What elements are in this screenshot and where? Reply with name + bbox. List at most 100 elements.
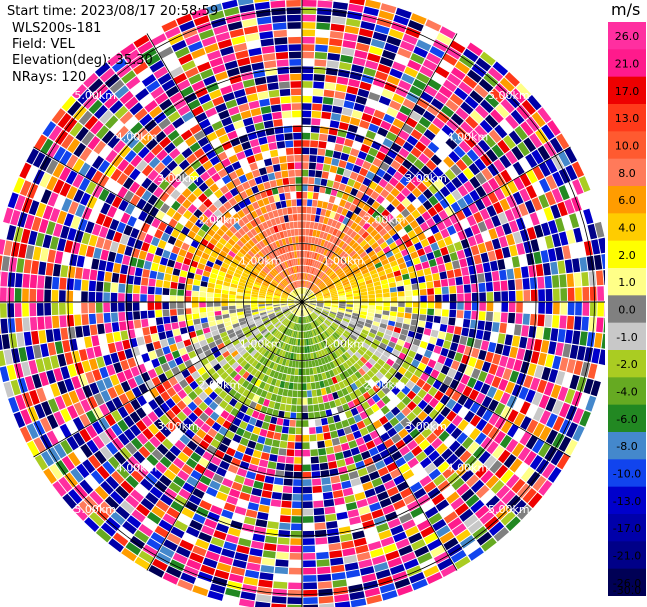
- velocity-gate: [193, 386, 204, 396]
- velocity-gate: [557, 386, 569, 402]
- velocity-gate: [200, 423, 211, 433]
- velocity-gate: [380, 279, 388, 285]
- velocity-gate: [394, 577, 411, 589]
- velocity-gate: [513, 267, 522, 279]
- velocity-gate: [232, 339, 240, 346]
- velocity-gate: [462, 275, 471, 285]
- velocity-gate: [321, 171, 329, 179]
- velocity-gate: [225, 354, 233, 363]
- velocity-gate: [377, 127, 389, 137]
- velocity-gate: [331, 437, 341, 446]
- velocity-gate: [351, 354, 359, 362]
- range-ring-label: 4.00km: [116, 131, 158, 144]
- velocity-gate: [73, 484, 88, 500]
- velocity-gate: [594, 332, 603, 349]
- velocity-gate: [552, 288, 560, 301]
- velocity-gate: [169, 295, 177, 302]
- velocity-gate: [538, 289, 546, 302]
- velocity-gate: [382, 246, 391, 254]
- velocity-gate: [467, 236, 477, 247]
- velocity-gate: [314, 328, 319, 336]
- velocity-gate: [316, 366, 321, 374]
- velocity-gate: [409, 325, 417, 332]
- velocity-gate: [85, 245, 95, 258]
- velocity-gate: [168, 463, 181, 475]
- velocity-gate: [339, 346, 347, 353]
- velocity-gate: [357, 150, 368, 160]
- velocity-gate: [322, 332, 328, 339]
- velocity-gate: [302, 383, 307, 390]
- velocity-gate: [419, 308, 427, 315]
- velocity-gate: [69, 253, 78, 267]
- velocity-gate: [457, 293, 464, 302]
- velocity-gate: [263, 383, 271, 392]
- velocity-gate: [557, 201, 568, 217]
- velocity-gate: [351, 315, 359, 320]
- velocity-gate: [364, 258, 372, 265]
- velocity-gate: [304, 309, 308, 316]
- velocity-gate: [601, 333, 605, 349]
- velocity-gate: [295, 316, 299, 323]
- velocity-gate: [263, 340, 270, 348]
- field-name: Field: VEL: [12, 37, 75, 52]
- velocity-gate: [388, 282, 397, 288]
- velocity-gate: [428, 123, 441, 135]
- velocity-gate: [387, 320, 396, 327]
- velocity-gate: [416, 269, 425, 277]
- velocity-gate: [334, 398, 342, 407]
- velocity-gate: [434, 413, 445, 425]
- velocity-gate: [555, 370, 566, 386]
- velocity-gate: [262, 374, 269, 383]
- velocity-gate: [309, 302, 317, 305]
- velocity-gate: [481, 167, 493, 181]
- velocity-gate: [548, 341, 557, 355]
- velocity-gate: [186, 559, 202, 571]
- velocity-gate: [318, 141, 327, 149]
- velocity-gate: [371, 324, 379, 331]
- velocity-gate: [505, 233, 516, 246]
- velocity-gate: [14, 288, 22, 302]
- velocity-gate: [363, 457, 374, 467]
- velocity-gate: [291, 360, 296, 368]
- velocity-gate: [507, 423, 519, 438]
- velocity-gate: [285, 463, 294, 471]
- velocity-gate: [446, 118, 459, 132]
- velocity-gate: [263, 120, 274, 129]
- velocity-gate: [320, 255, 325, 263]
- velocity-gate: [401, 159, 413, 170]
- velocity-gate: [177, 389, 188, 400]
- velocity-gate: [395, 181, 405, 192]
- velocity-gate: [487, 177, 500, 191]
- velocity-gate: [403, 494, 417, 505]
- velocity-gate: [478, 349, 487, 361]
- velocity-gate: [60, 264, 69, 278]
- velocity-gate: [194, 463, 206, 475]
- velocity-gate: [303, 280, 306, 288]
- velocity-gate: [446, 225, 457, 236]
- velocity-gate: [405, 290, 412, 297]
- velocity-gate: [356, 338, 364, 345]
- velocity-gate: [296, 302, 302, 307]
- velocity-gate: [37, 316, 45, 330]
- velocity-gate: [188, 412, 199, 423]
- velocity-gate: [270, 499, 282, 507]
- velocity-gate: [322, 310, 330, 314]
- velocity-gate: [291, 315, 296, 322]
- velocity-gate: [302, 516, 314, 523]
- velocity-gate: [282, 485, 293, 494]
- velocity-gate: [324, 506, 336, 515]
- velocity-gate: [359, 474, 371, 484]
- velocity-gate: [470, 245, 480, 256]
- velocity-gate: [306, 206, 312, 214]
- velocity-gate: [294, 316, 298, 323]
- velocity-gate: [392, 93, 405, 104]
- velocity-gate: [296, 251, 300, 258]
- velocity-gate: [289, 305, 296, 309]
- velocity-gate: [385, 411, 395, 421]
- velocity-gate: [374, 460, 386, 470]
- velocity-gate: [320, 349, 326, 357]
- velocity-gate: [338, 122, 349, 131]
- velocity-gate: [338, 214, 345, 223]
- velocity-gate: [251, 169, 261, 178]
- velocity-gate: [363, 325, 371, 332]
